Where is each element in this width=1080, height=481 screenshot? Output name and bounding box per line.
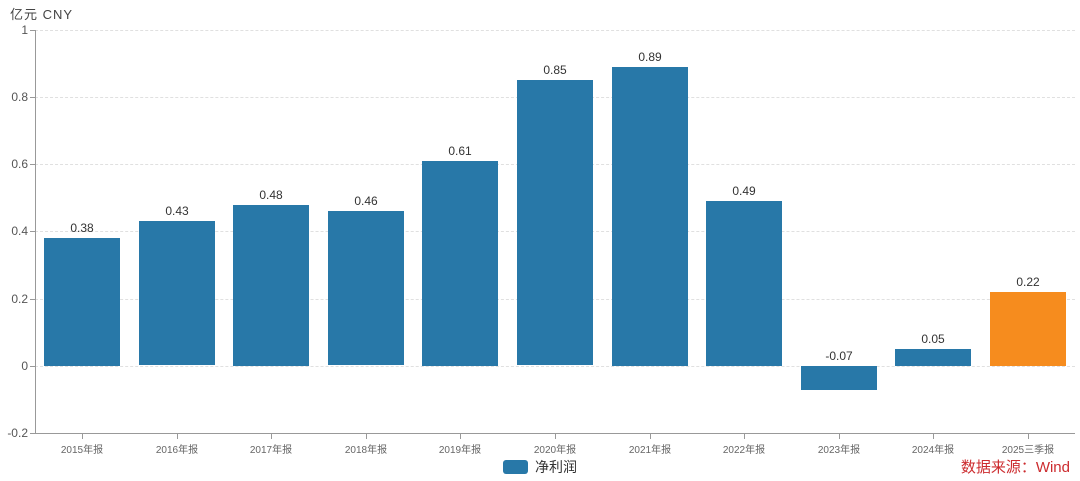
- bar-2019年报[interactable]: [422, 161, 498, 366]
- x-axis-tick-label: 2024年报: [911, 445, 955, 456]
- x-axis-line: [35, 433, 1075, 434]
- bar-value-label: 0.61: [448, 144, 472, 158]
- x-axis-tick-label: 2020年报: [533, 445, 577, 456]
- bar-value-label: 0.43: [165, 204, 189, 218]
- legend-swatch: [503, 460, 528, 474]
- y-axis-tick-label: 1: [21, 23, 28, 37]
- bar-value-label: 0.46: [354, 194, 378, 208]
- x-axis-tick: [1028, 434, 1029, 439]
- y-axis-tick: [30, 231, 35, 232]
- y-axis-unit-label: 亿元 CNY: [10, 7, 74, 22]
- y-axis-tick-label: 0: [21, 359, 28, 373]
- x-axis-tick-label: 2019年报: [438, 445, 482, 456]
- x-axis-tick: [555, 434, 556, 439]
- bar-value-label: 0.38: [70, 221, 94, 235]
- bar-2018年报[interactable]: [328, 211, 404, 365]
- bar-2016年报[interactable]: [139, 221, 215, 365]
- y-axis-tick-label: 0.6: [11, 157, 28, 171]
- bar-value-label: 0.49: [732, 184, 756, 198]
- bar-2021年报[interactable]: [612, 67, 688, 366]
- x-axis-tick: [460, 434, 461, 439]
- data-source-note: 数据来源：Wind: [960, 459, 1070, 476]
- y-axis-tick: [30, 299, 35, 300]
- x-axis-tick-label: 2015年报: [60, 445, 104, 456]
- gridline: [35, 366, 1075, 367]
- bar-2023年报[interactable]: [801, 366, 877, 390]
- bar-value-label: 0.48: [259, 188, 283, 202]
- gridline: [35, 30, 1075, 31]
- bar-value-label: 0.85: [543, 63, 567, 77]
- y-axis-tick: [30, 97, 35, 98]
- x-axis-tick-label: 2016年报: [155, 445, 199, 456]
- x-axis-tick-label: 2021年报: [628, 445, 672, 456]
- bar-value-label: 0.05: [921, 332, 945, 346]
- x-axis-tick-label: 2017年报: [249, 445, 293, 456]
- y-axis-tick-label: 0.8: [11, 90, 28, 104]
- y-axis-tick: [30, 30, 35, 31]
- y-axis-tick: [30, 433, 35, 434]
- x-axis-tick-label: 2022年报: [722, 445, 766, 456]
- bar-2017年报[interactable]: [233, 205, 309, 366]
- y-axis-line: [35, 30, 36, 433]
- x-axis-tick: [839, 434, 840, 439]
- x-axis-tick-label: 2018年报: [344, 445, 388, 456]
- x-axis-tick: [933, 434, 934, 439]
- bar-2022年报[interactable]: [706, 201, 782, 366]
- bar-value-label: -0.07: [825, 349, 853, 363]
- x-axis-tick: [177, 434, 178, 439]
- y-axis-tick: [30, 164, 35, 165]
- x-axis-tick-label: 2023年报: [817, 445, 861, 456]
- y-axis-tick-label: 0.4: [11, 224, 28, 238]
- x-axis-tick: [744, 434, 745, 439]
- bar-2015年报[interactable]: [44, 238, 120, 366]
- legend-label: 净利润: [535, 459, 577, 475]
- bar-2025三季报[interactable]: [990, 292, 1066, 366]
- y-axis-tick-label: 0.2: [11, 292, 28, 306]
- legend-item-net-profit[interactable]: 净利润: [0, 457, 1080, 477]
- x-axis-tick: [366, 434, 367, 439]
- x-axis-tick: [650, 434, 651, 439]
- y-axis-tick: [30, 366, 35, 367]
- bar-2020年报[interactable]: [517, 80, 593, 365]
- y-axis-tick-label: -0.2: [7, 426, 28, 440]
- bar-value-label: 0.89: [638, 50, 662, 64]
- bar-value-label: 0.22: [1016, 275, 1040, 289]
- x-axis-tick-label: 2025三季报: [1001, 445, 1055, 456]
- x-axis-tick: [271, 434, 272, 439]
- x-axis-tick: [82, 434, 83, 439]
- bar-2024年报[interactable]: [895, 349, 971, 366]
